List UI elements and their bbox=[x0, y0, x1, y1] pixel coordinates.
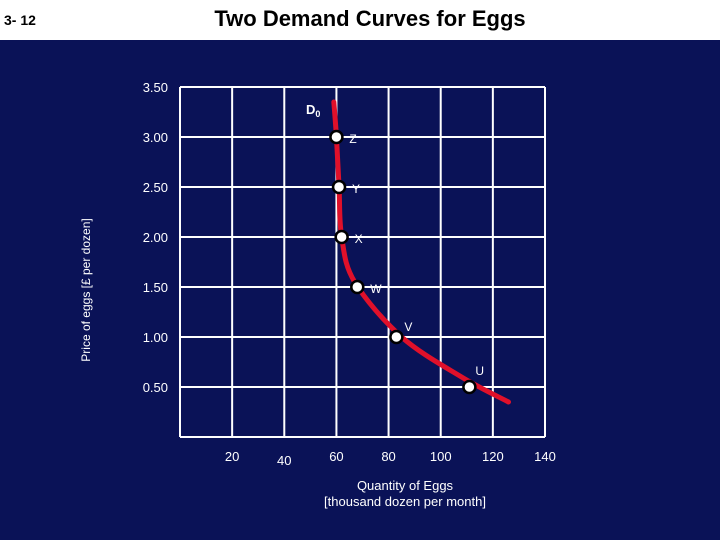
point-label-v: V bbox=[404, 320, 412, 334]
y-tick-label: 2.00 bbox=[143, 230, 168, 245]
point-label-x: X bbox=[355, 232, 363, 246]
point-z bbox=[329, 129, 344, 145]
point-x bbox=[334, 229, 349, 245]
y-axis-title: Price of eggs [£ per dozen] bbox=[79, 218, 93, 361]
curve-label-d0: D0 bbox=[306, 102, 320, 119]
point-label-z: Z bbox=[349, 132, 356, 146]
point-u bbox=[462, 379, 477, 395]
y-tick-label: 3.00 bbox=[143, 130, 168, 145]
x-tick-label: 120 bbox=[482, 449, 504, 464]
y-tick-label: 1.00 bbox=[143, 330, 168, 345]
point-label-w: W bbox=[370, 282, 382, 296]
slide-title: Two Demand Curves for Eggs bbox=[214, 6, 526, 31]
y-tick-label: 3.50 bbox=[143, 80, 168, 95]
title-band bbox=[0, 0, 720, 40]
point-label-u: U bbox=[475, 364, 484, 378]
x-tick-label: 100 bbox=[430, 449, 452, 464]
point-y bbox=[331, 179, 347, 195]
x-tick-label: 140 bbox=[534, 449, 556, 464]
x-axis-title: Quantity of Eggs [thousand dozen per mont… bbox=[324, 478, 486, 509]
slide-number: 3- 12 bbox=[4, 12, 36, 28]
x-tick-label: 40 bbox=[277, 453, 291, 468]
y-tick-label: 1.50 bbox=[143, 280, 168, 295]
x-tick-label: 20 bbox=[225, 449, 239, 464]
x-tick-label: 60 bbox=[329, 449, 343, 464]
point-label-y: Y bbox=[352, 182, 360, 196]
point-w bbox=[350, 279, 365, 295]
x-tick-label: 80 bbox=[381, 449, 395, 464]
y-tick-label: 0.50 bbox=[143, 380, 168, 395]
y-tick-label: 2.50 bbox=[143, 180, 168, 195]
demand-curve-d0 bbox=[331, 99, 511, 405]
point-v bbox=[389, 329, 404, 345]
